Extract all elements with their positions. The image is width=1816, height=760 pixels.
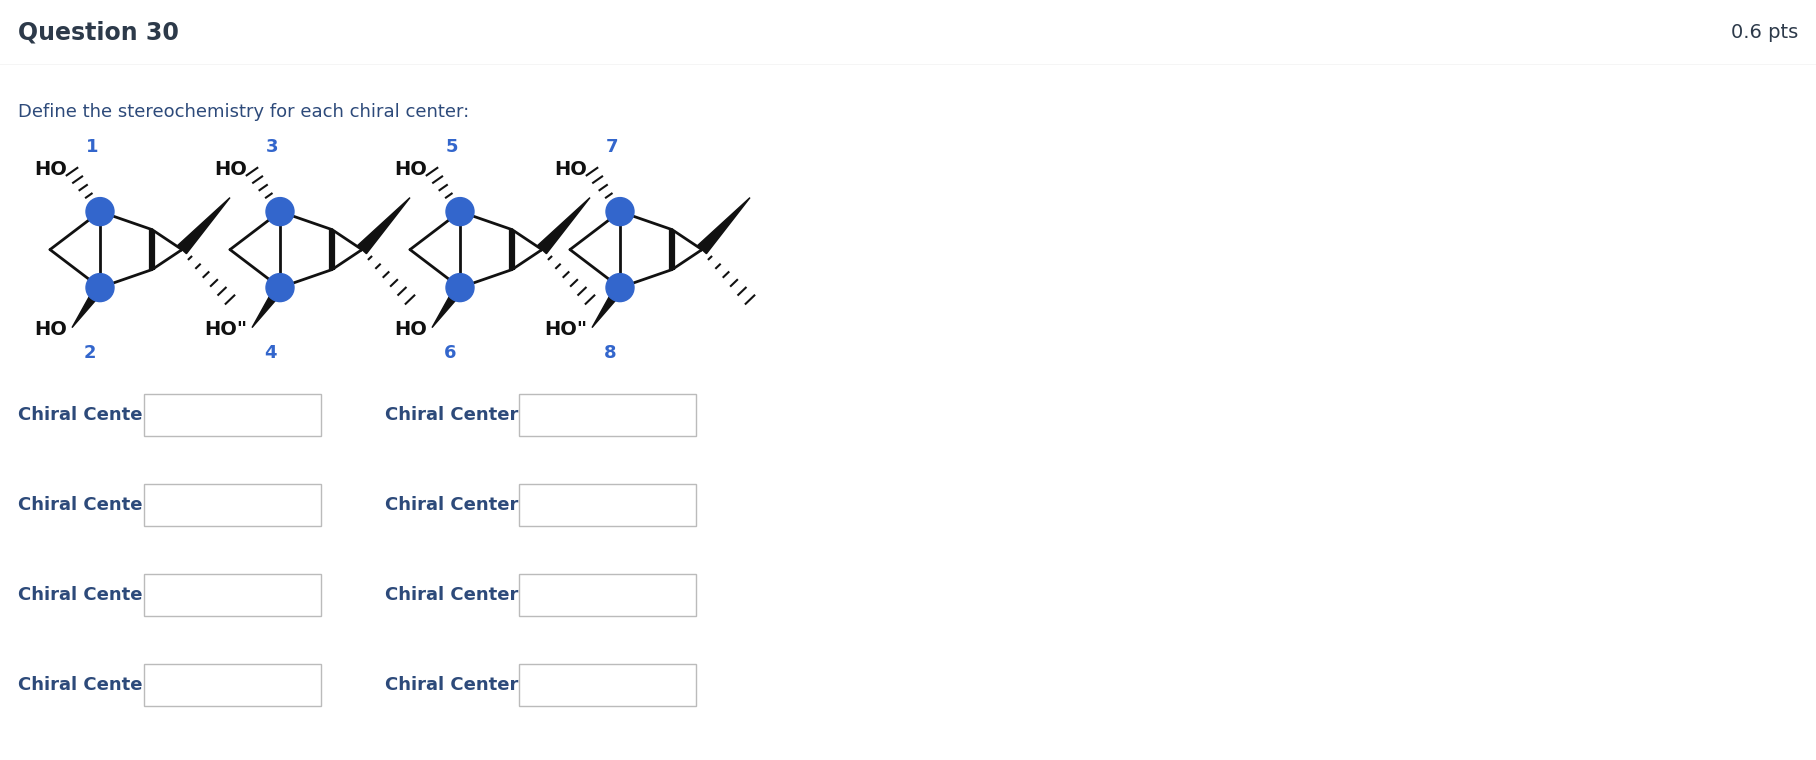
FancyBboxPatch shape [519,663,696,705]
Text: HO": HO" [203,320,247,339]
Circle shape [607,198,634,226]
Text: HO: HO [35,320,67,339]
Circle shape [265,274,294,302]
Polygon shape [432,285,465,328]
Circle shape [85,274,114,302]
Text: Chiral Center 2:: Chiral Center 2: [385,406,545,423]
Circle shape [607,274,634,302]
Text: Chiral Center 3:: Chiral Center 3: [18,496,178,514]
Polygon shape [592,285,625,328]
Text: Chiral Center 7:: Chiral Center 7: [18,676,178,694]
Polygon shape [73,285,104,328]
Polygon shape [358,198,410,254]
FancyBboxPatch shape [143,483,321,526]
Polygon shape [697,198,750,254]
Circle shape [85,198,114,226]
Text: 0.6 pts: 0.6 pts [1731,23,1798,42]
Text: 1: 1 [85,138,98,156]
FancyBboxPatch shape [143,663,321,705]
Text: 6: 6 [443,344,456,362]
Circle shape [447,274,474,302]
Polygon shape [538,198,590,254]
Text: HO: HO [214,160,247,179]
FancyBboxPatch shape [143,394,321,435]
Text: HO: HO [554,160,587,179]
Text: Chiral Center 4:: Chiral Center 4: [385,496,545,514]
FancyBboxPatch shape [143,574,321,616]
Text: 7: 7 [607,138,619,156]
Text: 3: 3 [265,138,278,156]
Text: 4: 4 [263,344,276,362]
Polygon shape [178,198,231,254]
Text: Chiral Center 5:: Chiral Center 5: [18,586,178,603]
Text: Chiral Center 1:: Chiral Center 1: [18,406,178,423]
Polygon shape [252,285,283,328]
Text: 5: 5 [447,138,458,156]
Text: HO: HO [394,160,427,179]
Text: 8: 8 [605,344,617,362]
Text: 2: 2 [84,344,96,362]
Text: HO": HO" [543,320,587,339]
Text: Chiral Center 6:: Chiral Center 6: [385,586,545,603]
FancyBboxPatch shape [519,483,696,526]
Text: HO: HO [394,320,427,339]
Text: Question 30: Question 30 [18,21,178,44]
Text: Chiral Center 8:: Chiral Center 8: [385,676,545,694]
FancyBboxPatch shape [519,394,696,435]
Text: Define the stereochemistry for each chiral center:: Define the stereochemistry for each chir… [18,103,469,121]
Circle shape [447,198,474,226]
Circle shape [265,198,294,226]
FancyBboxPatch shape [519,574,696,616]
Text: HO: HO [35,160,67,179]
